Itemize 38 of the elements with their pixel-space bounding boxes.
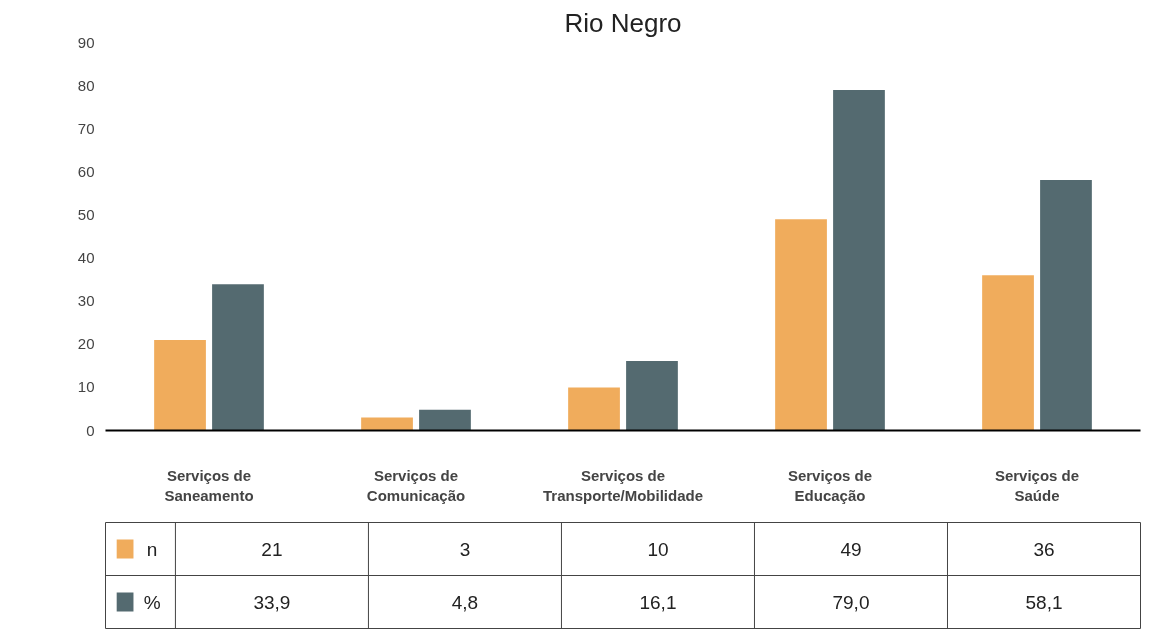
data-label: 49 [840, 538, 862, 560]
chart-title: Rio Negro [564, 7, 682, 38]
y-tick-label: 30 [77, 292, 95, 310]
y-tick-label: 50 [77, 205, 95, 223]
x-tick-label: Serviços de Transporte/Mobilidade [542, 466, 704, 504]
y-tick-label: 0 [86, 421, 95, 439]
data-label: 21 [261, 538, 283, 560]
y-tick-label: 10 [77, 378, 95, 396]
data-label: 3 [459, 538, 471, 560]
x-tick-label: Serviços de Educação [787, 466, 873, 504]
bar [1040, 180, 1092, 431]
bar [212, 284, 264, 431]
x-tick-label: Serviços de Saúde [994, 466, 1080, 504]
bar [154, 339, 206, 431]
data-label: 36 [1033, 538, 1055, 560]
bar [361, 417, 413, 431]
legend-label: n [146, 538, 158, 560]
y-tick-label: 80 [77, 76, 95, 94]
data-label: 33,9 [253, 591, 291, 613]
data-label: 58,1 [1025, 591, 1063, 613]
y-tick-label: 40 [77, 249, 95, 267]
data-label: 16,1 [639, 591, 677, 613]
y-tick-label: 60 [77, 162, 95, 180]
x-tick-label: Serviços de Saneamento [164, 466, 254, 504]
bar [626, 361, 678, 431]
bar [775, 219, 827, 431]
y-tick-label: 90 [77, 33, 95, 51]
y-tick-label: 70 [77, 119, 95, 137]
bar [982, 275, 1034, 431]
bar [833, 89, 885, 431]
bar [419, 409, 471, 431]
y-tick-label: 20 [77, 335, 95, 353]
legend-label: % [143, 591, 161, 613]
data-label: 79,0 [832, 591, 870, 613]
data-label: 4,8 [451, 591, 479, 613]
x-tick-label: Serviços de Comunicação [366, 466, 466, 504]
data-label: 10 [647, 538, 669, 560]
bar [568, 387, 620, 431]
